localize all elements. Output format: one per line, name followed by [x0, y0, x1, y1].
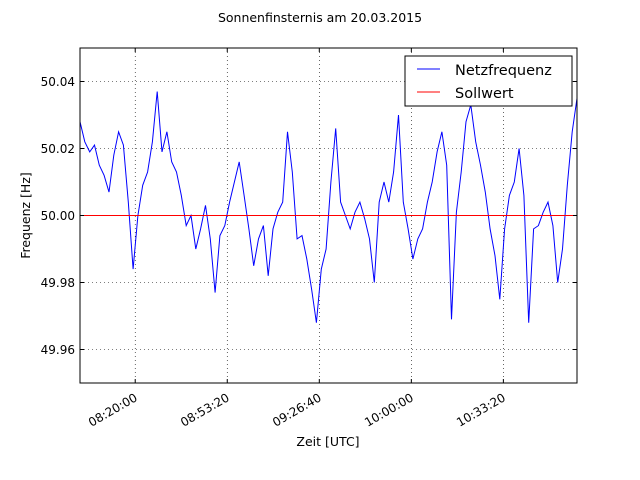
- chart-title: Sonnenfinsternis am 20.03.2015: [218, 10, 422, 25]
- y-tick-label: 49.96: [41, 343, 75, 357]
- legend: Netzfrequenz Sollwert: [404, 55, 573, 107]
- x-tick-label: 08:20:00: [86, 390, 140, 429]
- y-axis-label: Frequenz [Hz]: [18, 172, 33, 259]
- x-axis-label: Zeit [UTC]: [296, 434, 359, 449]
- y-tick-label: 50.02: [41, 142, 75, 156]
- legend-label-netzfrequenz: Netzfrequenz: [455, 63, 552, 79]
- series-layer: [79, 91, 578, 323]
- series-line-netzfrequenz: [79, 91, 578, 323]
- x-tick-label: 10:33:20: [454, 390, 508, 429]
- x-tick-label: 10:00:00: [362, 390, 416, 429]
- x-tick-label: 08:53:20: [178, 390, 232, 429]
- legend-box: [404, 55, 573, 107]
- y-tick-label: 49.98: [41, 276, 75, 290]
- legend-label-sollwert: Sollwert: [455, 86, 514, 102]
- y-tick-label: 50.04: [41, 75, 75, 89]
- y-tick-label: 50.00: [41, 209, 75, 223]
- x-tick-label: 09:26:40: [270, 390, 324, 429]
